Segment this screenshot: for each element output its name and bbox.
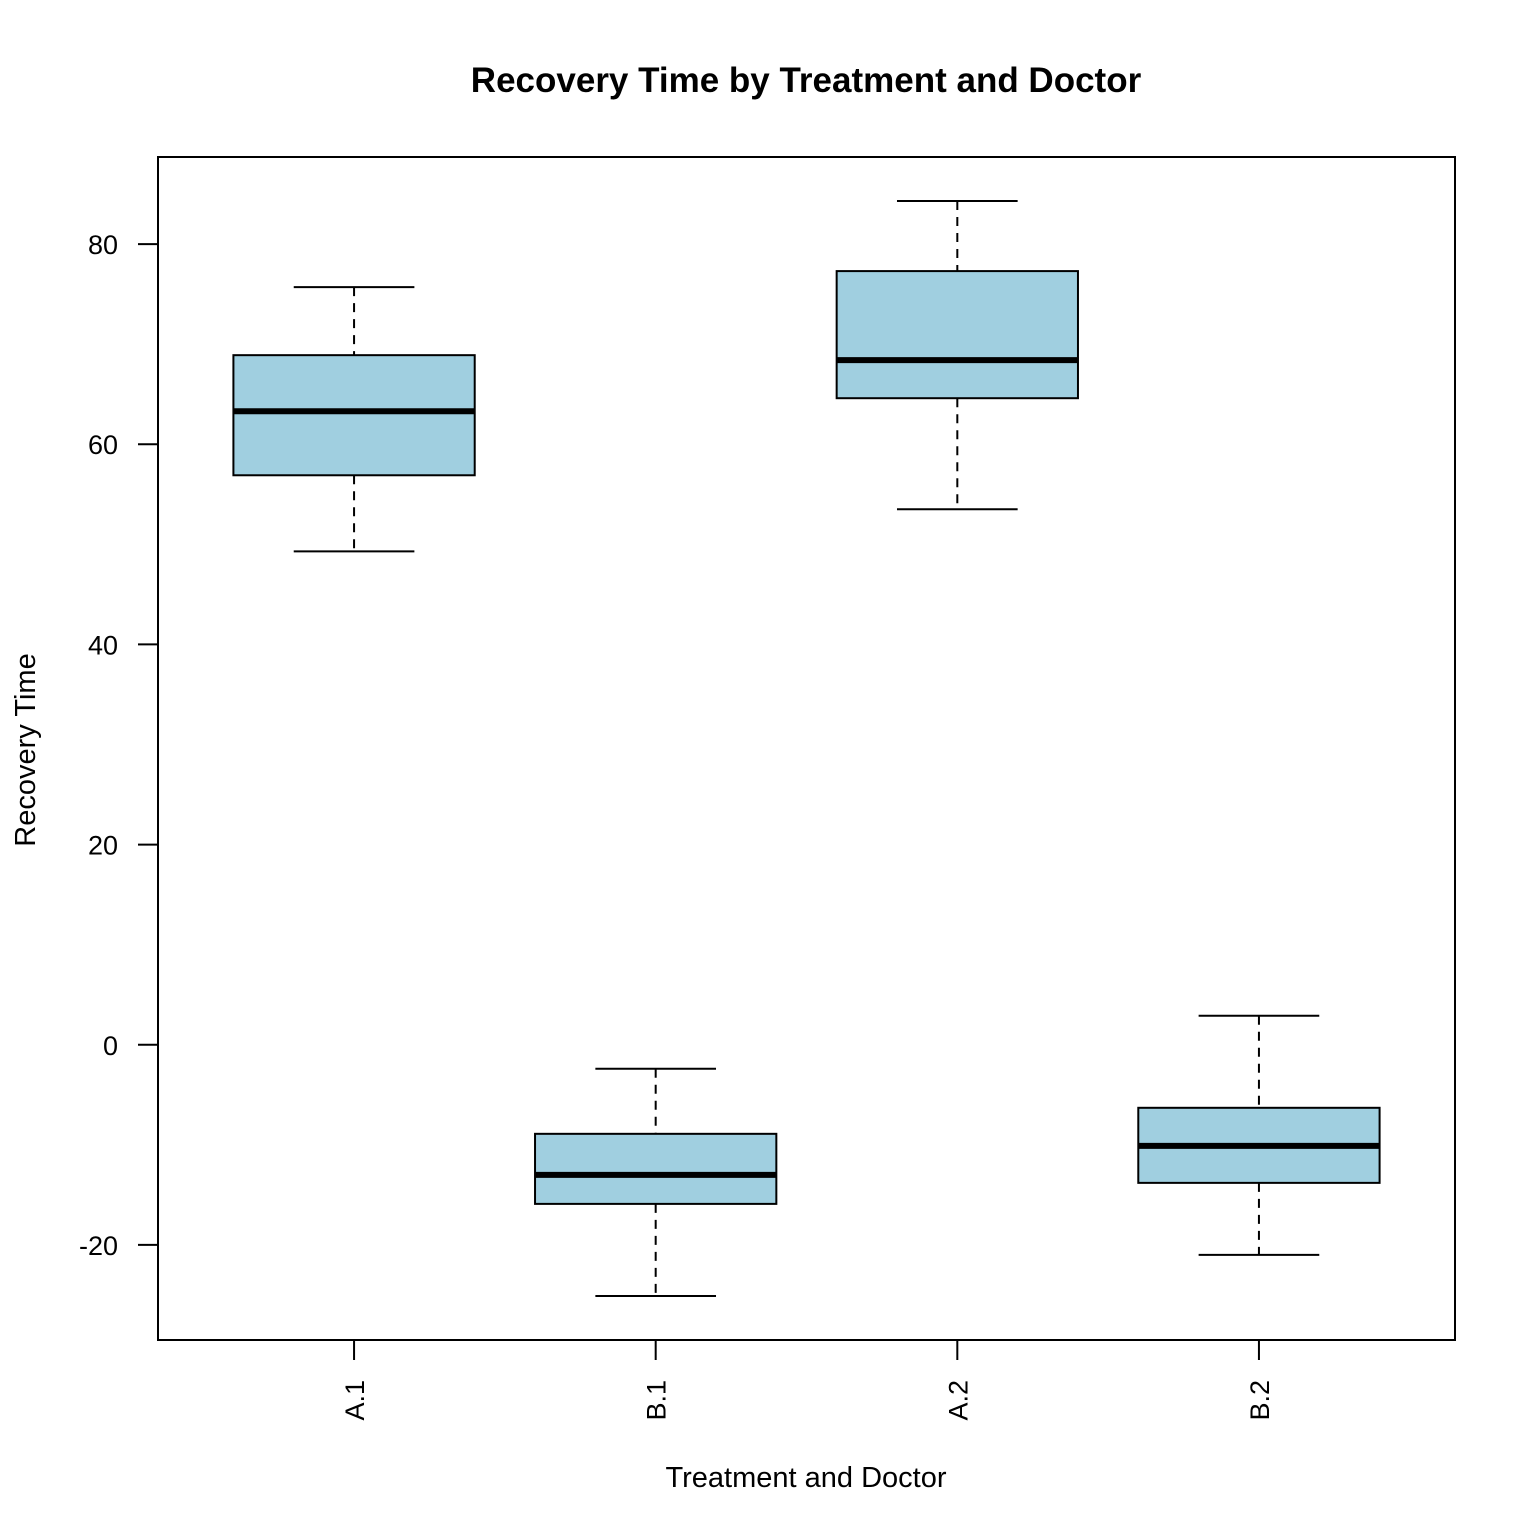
- x-tick-label: A.2: [943, 1380, 973, 1421]
- boxplot-series: [232, 200, 1381, 1297]
- x-axis-label: Treatment and Doctor: [666, 1462, 947, 1494]
- box-B.1: [534, 1067, 778, 1297]
- x-axis: A.1 B.1 A.2 B.2: [340, 1340, 1275, 1421]
- iqr-box: [835, 270, 1079, 400]
- y-axis-label: Recovery Time: [10, 653, 42, 846]
- y-tick-label: 60: [88, 430, 118, 460]
- iqr-box: [534, 1132, 778, 1205]
- y-tick-label: 80: [88, 230, 118, 260]
- x-tick-label: A.1: [340, 1380, 370, 1421]
- x-tick-label: B.1: [642, 1380, 672, 1421]
- y-tick-label: 40: [88, 630, 118, 660]
- y-tick-label: 20: [88, 831, 118, 861]
- iqr-box: [232, 354, 476, 477]
- x-tick-label: B.2: [1245, 1380, 1275, 1421]
- box-A.1: [232, 286, 476, 553]
- y-tick-label: 0: [103, 1031, 118, 1061]
- chart-title: Recovery Time by Treatment and Doctor: [471, 61, 1142, 100]
- box-A.2: [835, 200, 1079, 511]
- y-tick-label: -20: [79, 1231, 118, 1261]
- y-axis: -20 0 20 40 60 80: [79, 230, 159, 1261]
- box-B.2: [1137, 1014, 1381, 1256]
